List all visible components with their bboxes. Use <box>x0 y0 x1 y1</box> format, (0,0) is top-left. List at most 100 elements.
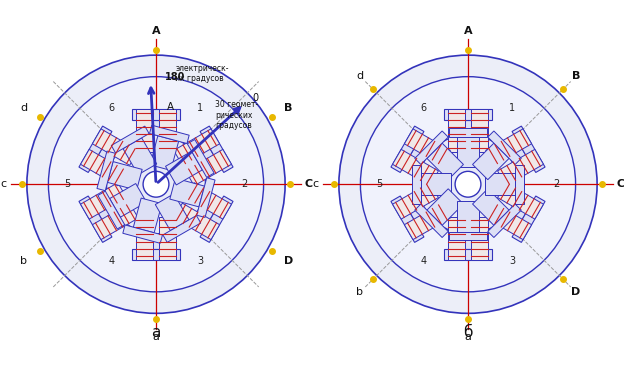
Polygon shape <box>97 151 115 191</box>
Polygon shape <box>457 137 479 167</box>
Polygon shape <box>485 129 532 165</box>
Polygon shape <box>457 202 479 232</box>
Text: 5: 5 <box>377 179 383 189</box>
Polygon shape <box>427 143 464 180</box>
Polygon shape <box>405 140 431 171</box>
Polygon shape <box>444 109 492 120</box>
Polygon shape <box>135 217 153 259</box>
Polygon shape <box>485 203 532 240</box>
Polygon shape <box>404 203 451 240</box>
Polygon shape <box>170 178 205 207</box>
Text: б: б <box>463 325 473 340</box>
Text: 4: 4 <box>421 256 427 265</box>
Polygon shape <box>165 151 202 185</box>
Polygon shape <box>449 232 487 240</box>
Polygon shape <box>512 126 545 173</box>
Polygon shape <box>515 165 524 204</box>
Polygon shape <box>193 197 219 229</box>
Circle shape <box>49 77 263 292</box>
Polygon shape <box>155 194 189 230</box>
Text: 1: 1 <box>197 103 203 113</box>
Circle shape <box>339 55 597 313</box>
Polygon shape <box>454 235 482 249</box>
Polygon shape <box>200 126 233 173</box>
Polygon shape <box>505 140 531 171</box>
Polygon shape <box>185 183 232 219</box>
Text: 3: 3 <box>197 256 203 265</box>
Polygon shape <box>497 183 544 219</box>
Polygon shape <box>421 173 451 195</box>
Polygon shape <box>427 189 464 225</box>
Polygon shape <box>159 109 177 152</box>
Polygon shape <box>485 173 515 195</box>
Text: 3: 3 <box>509 256 515 265</box>
Polygon shape <box>391 196 424 243</box>
Polygon shape <box>415 131 448 164</box>
Polygon shape <box>123 138 157 175</box>
Text: 0: 0 <box>253 93 259 103</box>
Polygon shape <box>98 191 125 229</box>
Text: A: A <box>167 102 174 112</box>
Polygon shape <box>488 131 521 164</box>
Polygon shape <box>512 196 545 243</box>
Text: b: b <box>20 256 27 265</box>
Polygon shape <box>472 143 509 180</box>
Polygon shape <box>150 136 178 170</box>
Text: 180: 180 <box>165 72 185 82</box>
Text: c: c <box>0 179 6 189</box>
Polygon shape <box>454 120 482 134</box>
Polygon shape <box>447 109 465 152</box>
Text: a: a <box>152 332 160 342</box>
Polygon shape <box>444 249 492 259</box>
Circle shape <box>361 77 575 292</box>
Text: B: B <box>572 71 580 81</box>
Text: 4: 4 <box>109 256 115 265</box>
Polygon shape <box>132 109 180 120</box>
Polygon shape <box>472 189 509 225</box>
Circle shape <box>143 171 169 197</box>
Text: B: B <box>284 103 293 113</box>
Polygon shape <box>497 149 544 186</box>
Polygon shape <box>123 225 162 243</box>
Text: 6: 6 <box>421 103 427 113</box>
Text: 30 геомет-
рических
градусов: 30 геомет- рических градусов <box>215 100 258 130</box>
Polygon shape <box>111 126 149 153</box>
Text: D: D <box>284 256 293 265</box>
Polygon shape <box>391 126 424 173</box>
Polygon shape <box>79 126 112 173</box>
Polygon shape <box>488 204 521 238</box>
Text: d: d <box>20 103 27 113</box>
Polygon shape <box>93 197 119 229</box>
Polygon shape <box>193 140 219 171</box>
Polygon shape <box>173 203 220 240</box>
Polygon shape <box>92 129 139 165</box>
Polygon shape <box>405 197 431 229</box>
Text: 2: 2 <box>553 179 559 189</box>
Circle shape <box>455 171 481 197</box>
Polygon shape <box>187 139 214 177</box>
Polygon shape <box>392 149 439 186</box>
Polygon shape <box>173 129 220 165</box>
Polygon shape <box>92 203 139 240</box>
Polygon shape <box>163 215 201 243</box>
Polygon shape <box>404 129 451 165</box>
Circle shape <box>107 135 205 234</box>
Text: c: c <box>312 179 318 189</box>
Polygon shape <box>200 196 233 243</box>
Polygon shape <box>392 183 439 219</box>
Polygon shape <box>471 109 489 152</box>
Polygon shape <box>197 178 215 217</box>
Circle shape <box>419 135 517 234</box>
Polygon shape <box>159 217 177 259</box>
Polygon shape <box>107 162 142 190</box>
Polygon shape <box>505 197 531 229</box>
Text: b: b <box>356 287 363 297</box>
Text: d: d <box>356 71 364 81</box>
Text: D: D <box>572 287 581 297</box>
Text: A: A <box>152 26 160 36</box>
Text: 6: 6 <box>109 103 115 113</box>
Polygon shape <box>80 149 127 186</box>
Text: C: C <box>305 179 313 189</box>
Polygon shape <box>135 109 153 152</box>
Text: электрическ-
их градусов: электрическ- их градусов <box>175 64 229 83</box>
